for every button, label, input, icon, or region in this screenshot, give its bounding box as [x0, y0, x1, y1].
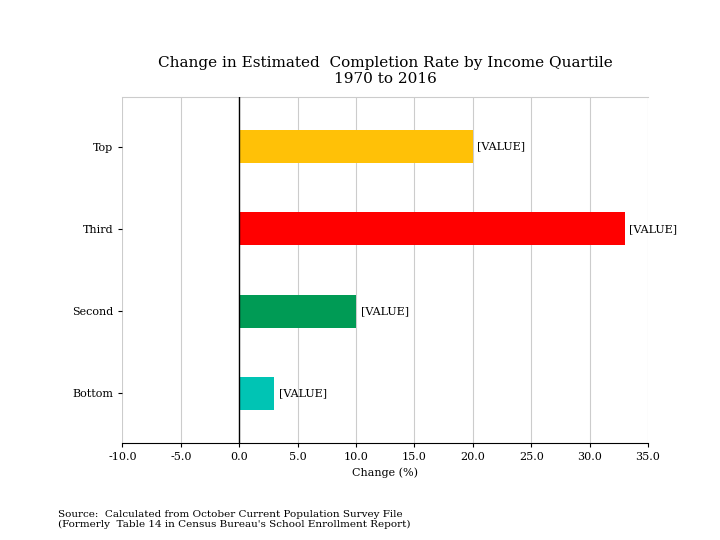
Title: Change in Estimated  Completion Rate by Income Quartile
1970 to 2016: Change in Estimated Completion Rate by I…	[158, 56, 613, 86]
Text: [VALUE]: [VALUE]	[477, 141, 526, 152]
Text: [VALUE]: [VALUE]	[629, 224, 678, 234]
X-axis label: Change (%): Change (%)	[352, 468, 418, 478]
Bar	[239, 295, 356, 328]
Bar	[239, 212, 625, 245]
Text: [VALUE]: [VALUE]	[279, 388, 327, 399]
Text: Source:  Calculated from October Current Population Survey File
(Formerly  Table: Source: Calculated from October Current …	[58, 510, 410, 529]
Text: [VALUE]: [VALUE]	[361, 306, 409, 316]
Bar	[239, 130, 473, 163]
Bar	[239, 377, 274, 410]
